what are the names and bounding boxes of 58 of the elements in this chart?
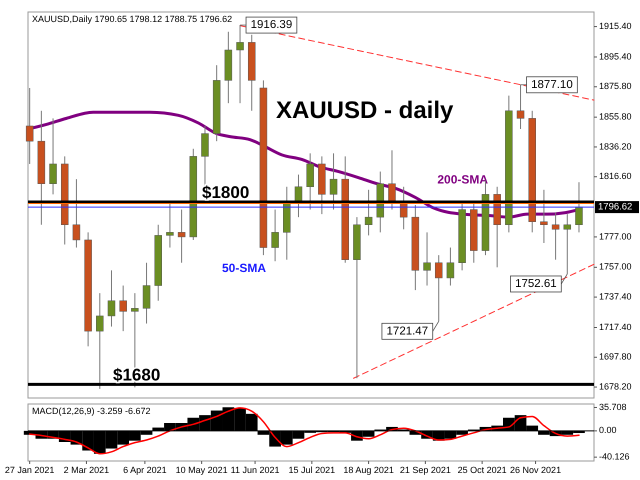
y-tick-label: 1816.60	[599, 171, 632, 182]
x-tick-label: 11 Jun 2021	[230, 465, 280, 475]
x-tick-label: 18 Aug 2021	[343, 465, 394, 475]
x-tick-label: 6 Apr 2021	[123, 465, 167, 475]
y-tick-label: 1895.40	[599, 51, 632, 62]
y-tick-label: 1777.00	[599, 231, 632, 242]
candlestick	[540, 189, 548, 244]
candlestick	[271, 209, 279, 262]
y-tick-label: 1697.80	[599, 352, 632, 362]
candlestick	[96, 292, 104, 390]
y-tick-label: 1915.40	[599, 20, 632, 31]
candlestick	[178, 209, 186, 264]
candlestick	[166, 201, 174, 248]
candlestick	[119, 285, 127, 332]
candlestick	[423, 232, 431, 286]
y-tick-label: -40.126	[599, 452, 630, 462]
candlestick	[364, 189, 372, 236]
x-tick-label: 25 Oct 2021	[458, 465, 507, 475]
y-tick-label: 1737.40	[599, 291, 632, 302]
annotation: 1752.61	[515, 278, 557, 290]
series-label: 200-SMA	[437, 172, 488, 186]
ref-line-label: 1796.62	[598, 202, 632, 213]
y-tick-label: 35.708	[599, 402, 627, 412]
candlestick	[330, 152, 338, 210]
candlestick	[26, 87, 34, 164]
chart-title: MACD(12,26,9) -3.259 -6.672	[32, 406, 151, 416]
candlestick	[294, 174, 302, 218]
line-series	[28, 407, 580, 455]
candlestick	[446, 247, 454, 286]
y-tick-label: 1678.20	[599, 381, 632, 392]
y-tick-label: 1717.40	[599, 322, 632, 332]
x-tick-label: 10 May 2021	[176, 465, 228, 475]
candlestick	[575, 182, 583, 233]
candlestick	[306, 152, 314, 210]
y-tick-label: 1875.80	[599, 81, 632, 92]
y-tick-label: 1836.20	[599, 141, 632, 152]
candlestick	[108, 270, 116, 328]
y-tick-label: 1855.80	[599, 112, 632, 122]
ref-line-label: $1800	[202, 182, 250, 202]
candlestick	[72, 178, 80, 248]
candlestick	[49, 118, 57, 195]
ref-line-label: $1680	[113, 365, 160, 384]
candlestick	[142, 262, 150, 324]
y-tick-label: 1757.00	[599, 262, 632, 272]
candlestick	[388, 150, 396, 210]
x-tick-label: 21 Sep 2021	[400, 465, 451, 475]
annotation: XAUUSD - daily	[276, 97, 454, 124]
x-tick-label: 27 Jan 2021	[4, 465, 54, 475]
x-tick-label: 26 Nov 2021	[510, 465, 562, 475]
annotation: 1721.47	[386, 325, 428, 338]
annotation: 1916.39	[250, 19, 292, 32]
candlestick	[552, 212, 560, 260]
annotation: 50-SMA	[222, 261, 266, 275]
annotation: 1877.10	[531, 78, 573, 91]
chart-title: XAUUSD,Daily 1790.65 1798.12 1788.75 1796.62	[32, 14, 232, 24]
x-tick-label: 15 Jul 2021	[288, 465, 336, 475]
y-tick-label: 0.00	[599, 425, 617, 436]
x-tick-label: 2 Mar 2021	[64, 465, 110, 475]
